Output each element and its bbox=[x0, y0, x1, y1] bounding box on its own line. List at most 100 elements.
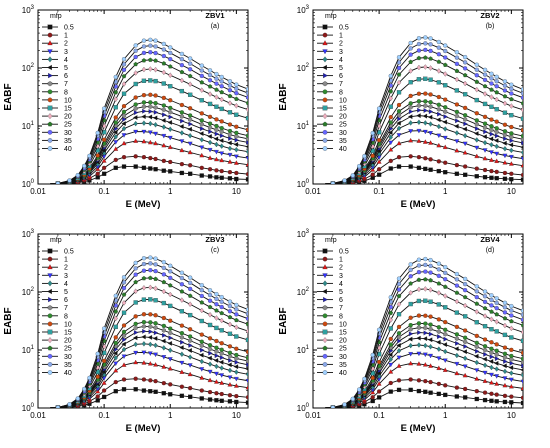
legend-entry-label: 1 bbox=[64, 33, 68, 40]
data-point bbox=[463, 92, 468, 97]
data-point bbox=[494, 143, 499, 150]
data-point bbox=[428, 36, 433, 41]
data-point bbox=[188, 327, 193, 332]
series-line bbox=[49, 262, 248, 408]
data-point bbox=[416, 378, 422, 383]
data-point bbox=[234, 302, 239, 308]
data-point bbox=[417, 107, 422, 113]
data-point bbox=[214, 345, 219, 350]
data-point bbox=[168, 57, 173, 62]
data-point bbox=[443, 48, 448, 54]
data-point bbox=[67, 178, 72, 183]
data-point bbox=[376, 359, 382, 365]
data-point bbox=[503, 359, 508, 364]
data-point bbox=[141, 319, 147, 325]
data-point bbox=[168, 283, 173, 288]
data-point bbox=[502, 310, 508, 315]
data-point bbox=[436, 68, 441, 74]
data-point bbox=[422, 113, 428, 119]
data-point bbox=[148, 378, 153, 383]
data-point bbox=[423, 35, 428, 40]
data-point bbox=[509, 347, 514, 352]
data-point bbox=[161, 69, 166, 76]
data-point bbox=[121, 341, 126, 347]
legend-title: mfp bbox=[325, 13, 337, 20]
data-point bbox=[121, 140, 127, 146]
data-point bbox=[227, 79, 233, 84]
data-point bbox=[227, 331, 233, 336]
data-point bbox=[179, 289, 185, 294]
data-point bbox=[443, 43, 448, 48]
data-point bbox=[423, 262, 428, 268]
data-point bbox=[219, 74, 224, 80]
data-point bbox=[428, 263, 433, 269]
data-point bbox=[408, 331, 414, 337]
data-point bbox=[187, 141, 193, 147]
data-point bbox=[179, 63, 185, 68]
data-point bbox=[245, 177, 248, 182]
data-point bbox=[443, 114, 448, 120]
data-point bbox=[227, 170, 233, 175]
data-point bbox=[474, 284, 479, 289]
data-point bbox=[396, 125, 402, 132]
data-point bbox=[148, 92, 153, 97]
data-point bbox=[520, 308, 523, 313]
data-point bbox=[133, 288, 138, 294]
data-point bbox=[168, 169, 173, 174]
legend-entry-label: 40 bbox=[64, 370, 72, 377]
data-point bbox=[234, 394, 239, 399]
data-point bbox=[454, 283, 460, 288]
data-point bbox=[207, 322, 213, 328]
legend-marker bbox=[47, 105, 53, 111]
data-point bbox=[214, 302, 219, 307]
data-point bbox=[423, 389, 428, 394]
data-point bbox=[95, 374, 100, 379]
data-point bbox=[388, 104, 393, 109]
data-point bbox=[133, 70, 138, 76]
data-point bbox=[454, 361, 460, 367]
data-point bbox=[428, 104, 433, 110]
data-point bbox=[245, 307, 248, 312]
data-point bbox=[199, 98, 204, 103]
data-point bbox=[133, 260, 138, 265]
data-point bbox=[357, 387, 362, 392]
legend-marker bbox=[47, 362, 53, 367]
y-tick-label: 102 bbox=[297, 63, 310, 73]
data-point bbox=[161, 265, 166, 270]
legend-marker bbox=[47, 256, 53, 262]
data-point bbox=[397, 338, 402, 344]
data-point bbox=[207, 288, 213, 293]
legend-marker bbox=[323, 296, 328, 303]
series-40 bbox=[49, 255, 248, 408]
data-point bbox=[520, 372, 523, 378]
data-point bbox=[509, 360, 515, 366]
data-point bbox=[161, 133, 167, 139]
data-point bbox=[147, 351, 153, 356]
data-point bbox=[227, 367, 233, 374]
data-point bbox=[228, 136, 233, 141]
data-point bbox=[494, 374, 500, 379]
data-point bbox=[502, 305, 508, 310]
data-point bbox=[488, 136, 494, 142]
data-point bbox=[474, 359, 479, 366]
data-point bbox=[188, 121, 193, 127]
data-point bbox=[474, 79, 480, 84]
legend-entry-label: 4 bbox=[339, 281, 343, 288]
data-point bbox=[396, 378, 402, 383]
data-point bbox=[462, 126, 467, 132]
data-point bbox=[436, 159, 441, 164]
data-point bbox=[148, 268, 153, 273]
data-point bbox=[428, 48, 433, 54]
data-point bbox=[179, 114, 184, 119]
legend-entry-label: 5 bbox=[339, 289, 343, 296]
data-point bbox=[148, 57, 153, 62]
data-point bbox=[482, 155, 488, 161]
data-point bbox=[187, 301, 193, 307]
data-point bbox=[168, 326, 173, 331]
legend-marker bbox=[322, 81, 328, 87]
data-point bbox=[161, 288, 166, 295]
data-point bbox=[482, 378, 488, 383]
